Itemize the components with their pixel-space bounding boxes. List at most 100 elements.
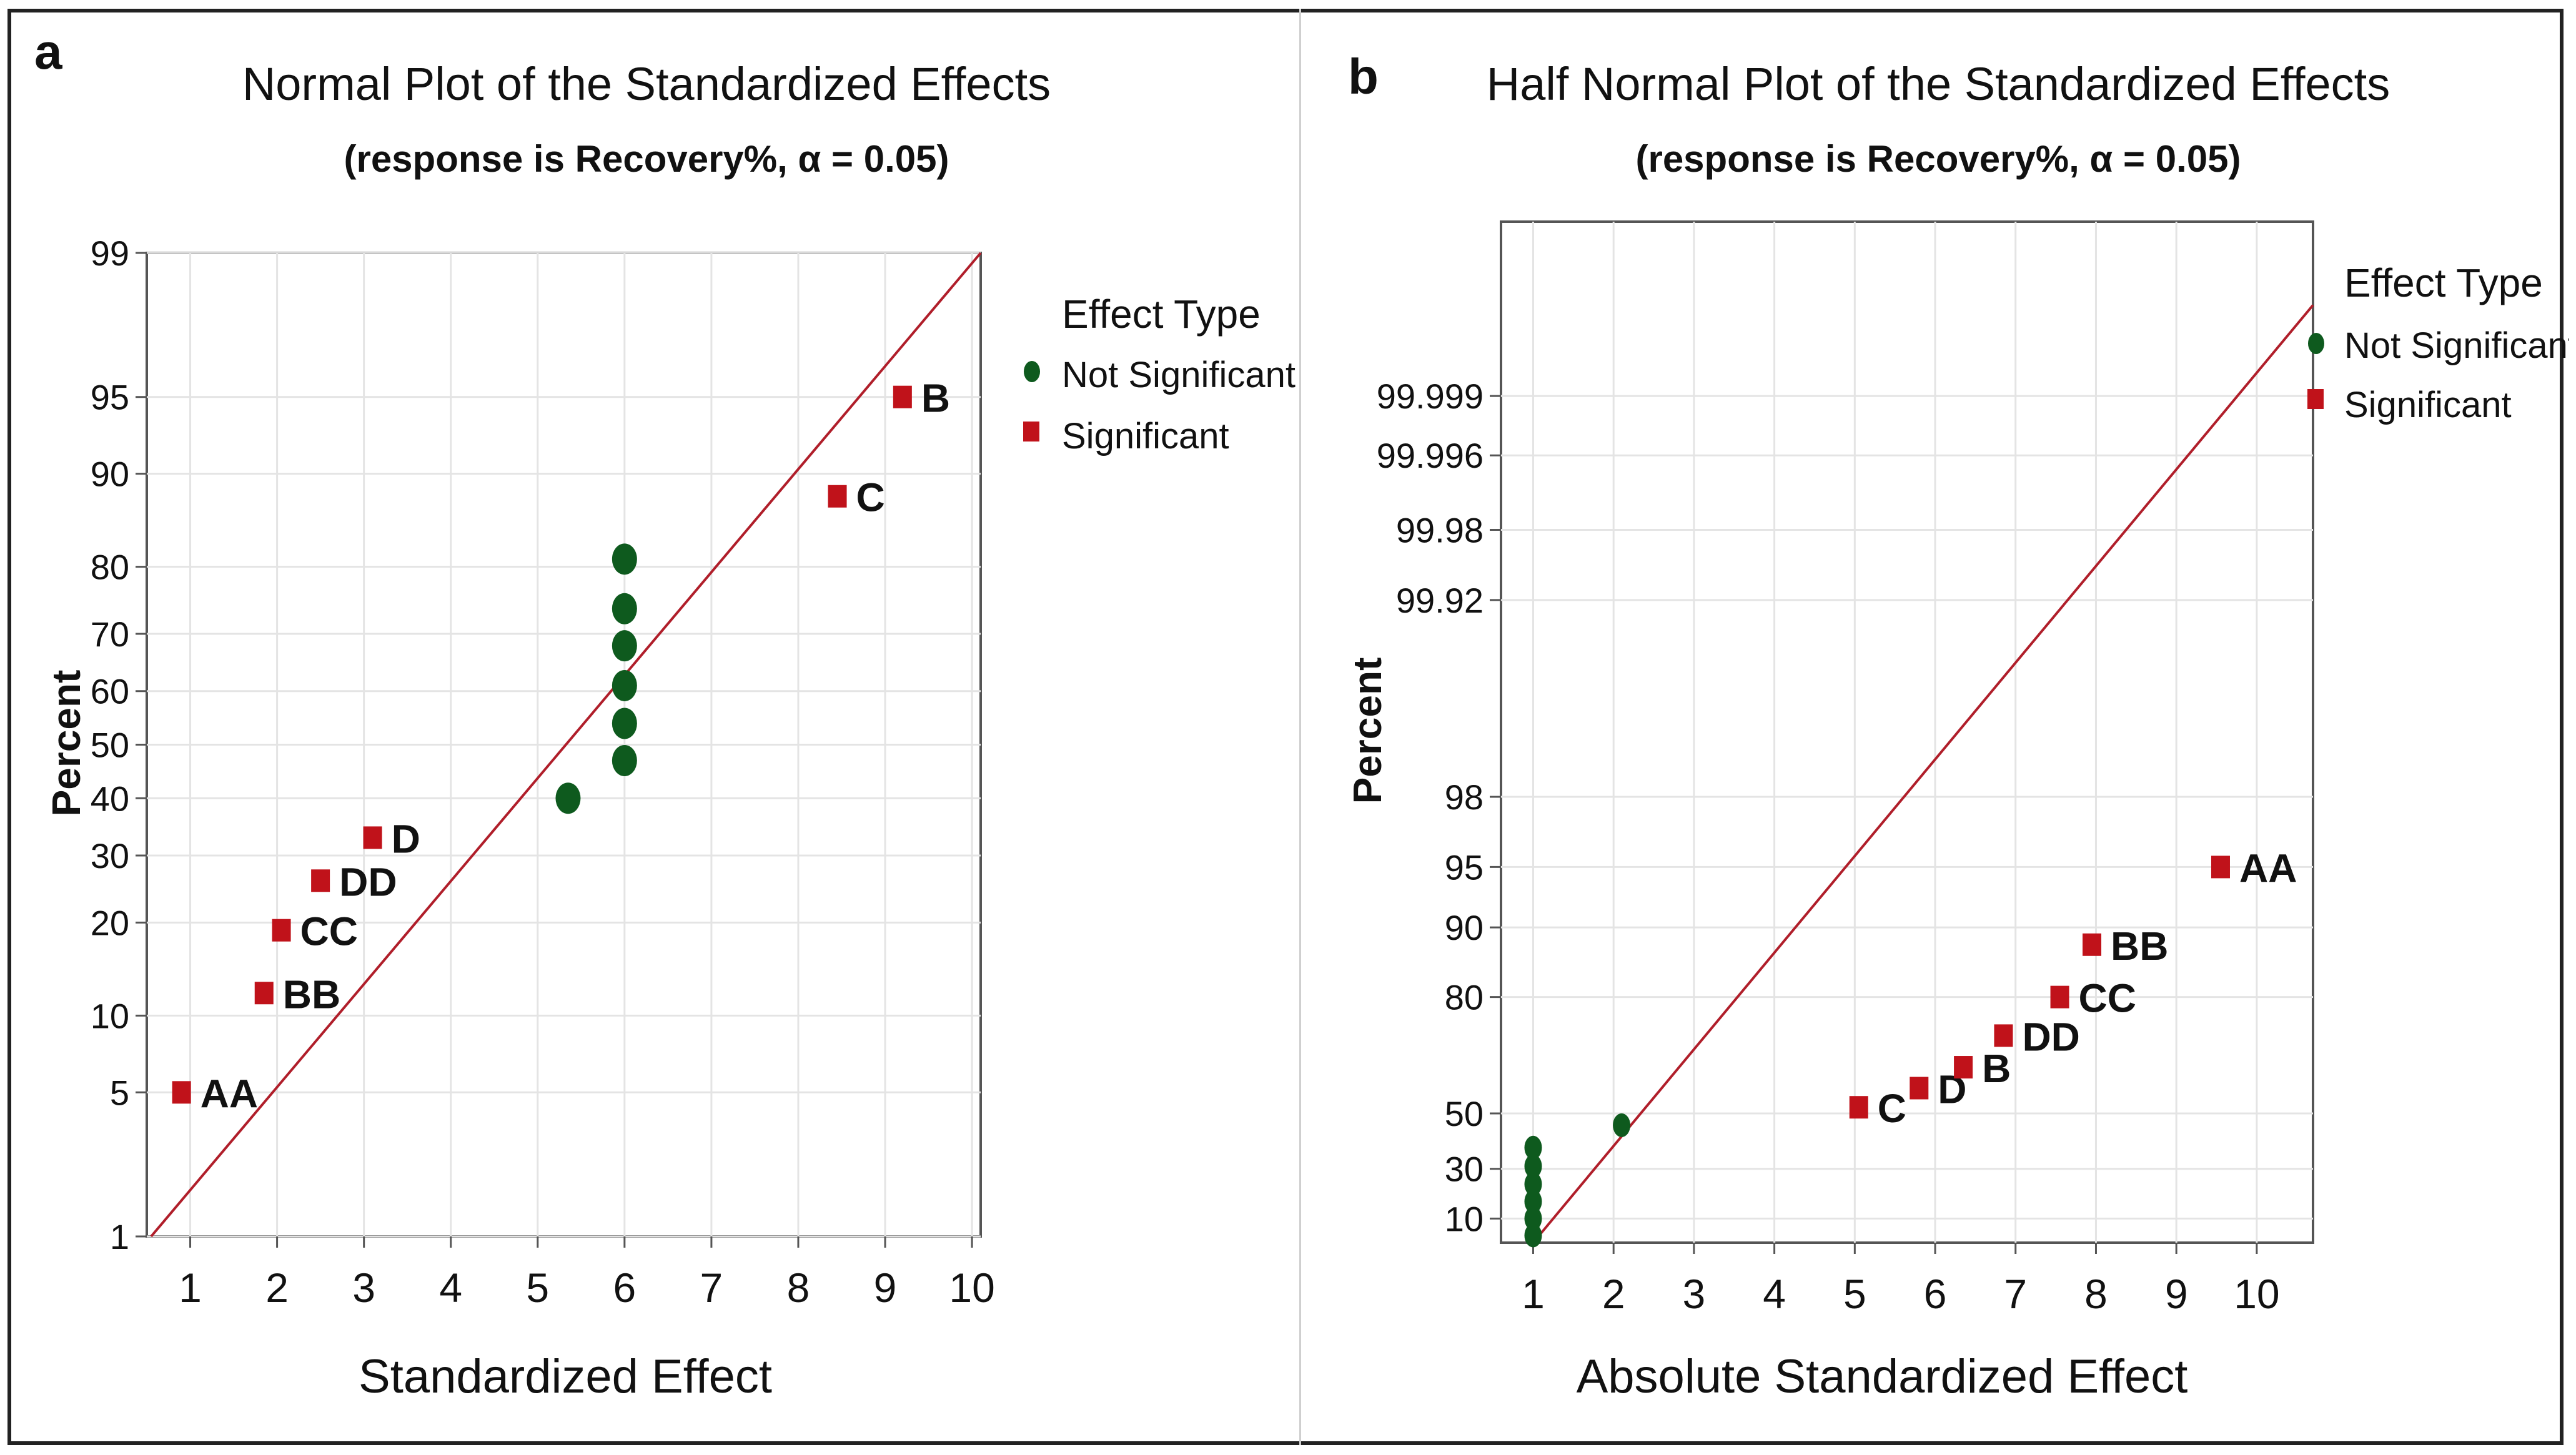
panel-a-x-axis-label: Standardized Effect [359,1350,772,1403]
x-tick-label: 6 [1924,1271,1947,1317]
y-tick-label: 90 [1445,908,1484,947]
panel-a-subtitle: (response is Recovery%, α = 0.05) [344,138,949,180]
panel-b-legend-square-marker [2307,389,2324,409]
panel-a-legend: Effect Type Not Significant Significant [1023,292,1295,456]
panel-b-y-axis-label: Percent [1345,658,1390,804]
y-tick-label: 99 [91,234,129,273]
y-tick-label: 5 [110,1073,129,1112]
y-tick-label: 80 [1445,978,1484,1017]
x-tick-label: 9 [874,1265,897,1311]
y-tick-label: 80 [91,548,129,587]
significant-point [1954,1056,1973,1079]
point-label: B [921,376,950,421]
point-label: BB [2111,924,2168,969]
y-tick-label: 50 [91,726,129,765]
panel-divider [1299,9,1301,1445]
x-tick-label: 3 [352,1265,375,1311]
panel-a-legend-not-significant: Not Significant [1062,355,1295,395]
panel-b-gridlines [1501,222,2313,1243]
panel-b-reference-line [1532,304,2314,1244]
significant-point [311,869,330,892]
significant-point [363,826,382,849]
y-tick-label: 50 [1445,1094,1484,1133]
panel-a-reference-line [150,252,982,1238]
not-significant-point [612,630,637,662]
x-tick-label: 4 [439,1265,462,1311]
x-tick-label: 2 [265,1265,289,1311]
x-tick-label: 7 [700,1265,723,1311]
significant-point [2083,933,2102,956]
y-tick-label: 90 [91,455,129,494]
y-tick-label: 99.996 [1377,436,1484,475]
not-significant-point [1524,1154,1542,1178]
significant-point [272,919,291,942]
panel-a-letter: a [34,24,62,79]
y-tick-label: 30 [1445,1150,1484,1189]
x-tick-label: 5 [1843,1271,1866,1317]
y-tick-label: 10 [1445,1199,1484,1238]
panel-a-legend-square-marker [1023,422,1039,441]
x-tick-label: 8 [787,1265,810,1311]
not-significant-point [612,744,637,776]
not-significant-point [612,593,637,624]
point-label: DD [2022,1014,2079,1059]
not-significant-point [612,708,637,739]
panel-a-y-ticks: 1 5 10 20 30 40 50 60 70 80 90 95 99 [91,234,147,1256]
significant-point [828,485,847,508]
panel-b-x-ticks: 1 2 3 4 5 6 7 8 9 10 [1522,1243,2280,1317]
panel-b-subtitle: (response is Recovery%, α = 0.05) [1635,138,2241,180]
panel-a-points: AA BB CC DDD C B [172,376,950,1116]
not-significant-point [612,543,637,575]
y-tick-label: 40 [91,779,129,818]
y-tick-label: 1 [110,1217,129,1256]
x-tick-label: 9 [2165,1271,2188,1317]
y-tick-label: 95 [1445,847,1484,887]
significant-point [2211,856,2230,879]
not-significant-point [1524,1223,1542,1248]
point-label: D [392,816,420,861]
x-tick-label: 6 [613,1265,636,1311]
y-tick-label: 70 [91,614,129,654]
point-label: B [1982,1046,2011,1091]
y-tick-label: 98 [1445,777,1484,817]
panel-b-legend-circle-marker [2308,333,2324,354]
significant-point [172,1081,191,1104]
y-tick-label: 99.98 [1396,510,1484,550]
panel-a-legend-circle-marker [1024,361,1040,382]
y-tick-label: 99.999 [1377,377,1484,416]
x-tick-label: 1 [179,1265,202,1311]
x-tick-label: 10 [949,1265,994,1311]
panel-a-y-axis-label: Percent [44,670,89,817]
point-label: AA [2239,846,2297,890]
point-label: CC [300,909,358,954]
panel-b-legend-not-significant: Not Significant [2344,325,2569,366]
panel-b-legend-title: Effect Type [2344,260,2543,305]
panel-b-x-axis-label: Absolute Standardized Effect [1577,1350,2188,1403]
panel-b-legend-significant: Significant [2344,385,2512,425]
panel-a-legend-title: Effect Type [1062,292,1261,337]
x-tick-label: 1 [1522,1271,1545,1317]
y-tick-label: 10 [91,996,129,1035]
x-tick-label: 7 [2004,1271,2027,1317]
panel-a-title: Normal Plot of the Standardized Effects [242,58,1051,110]
not-significant-point [1524,1206,1542,1231]
point-label: C [1878,1086,1906,1131]
y-tick-label: 95 [91,378,129,417]
point-label: BB [283,972,340,1017]
x-tick-label: 2 [1602,1271,1625,1317]
not-significant-point [612,669,637,701]
x-tick-label: 5 [526,1265,549,1311]
y-tick-label: 30 [91,836,129,875]
panel-b-plot-area [1500,220,2314,1244]
point-label: DD [339,859,397,904]
x-tick-label: 4 [1763,1271,1786,1317]
panel-b-half-normal-plot: b Half Normal Plot of the Standardized E… [1345,49,2569,1403]
y-tick-label: 60 [91,672,129,711]
panel-b-legend: Effect Type Not Significant Significant [2307,260,2569,425]
significant-point [2050,985,2069,1009]
significant-point [254,982,274,1005]
panel-a-normal-plot: a Normal Plot of the Standardized Effect… [34,24,1295,1403]
y-tick-label: 20 [91,903,129,942]
significant-point [1994,1024,2013,1047]
